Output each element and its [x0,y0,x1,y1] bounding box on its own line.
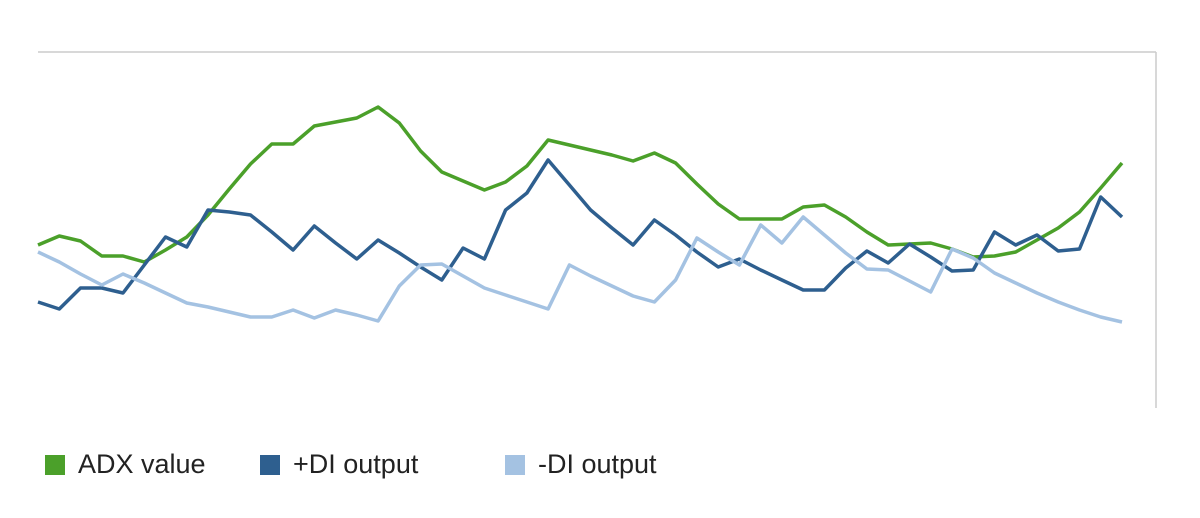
line-series [37,215,1123,324]
legend-swatch [505,455,525,475]
legend-label: -DI output [538,449,657,479]
line-series [37,158,1124,311]
legend-swatch [45,455,65,475]
legend-swatch [260,455,280,475]
line-series [37,105,1124,264]
legend-label: ADX value [78,449,206,479]
legend-label: +DI output [293,449,419,479]
